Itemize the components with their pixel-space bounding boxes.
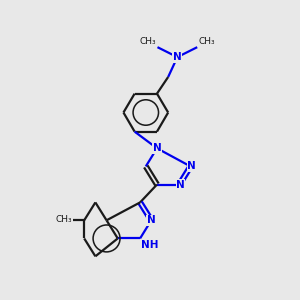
Text: CH₃: CH₃ bbox=[199, 37, 215, 46]
Text: NH: NH bbox=[141, 240, 159, 250]
Text: N: N bbox=[147, 215, 156, 225]
Text: N: N bbox=[153, 143, 161, 153]
Text: CH₃: CH₃ bbox=[55, 215, 72, 224]
Text: CH₃: CH₃ bbox=[140, 37, 156, 46]
Text: N: N bbox=[173, 52, 182, 62]
Text: N: N bbox=[176, 179, 185, 190]
Text: N: N bbox=[188, 161, 196, 171]
